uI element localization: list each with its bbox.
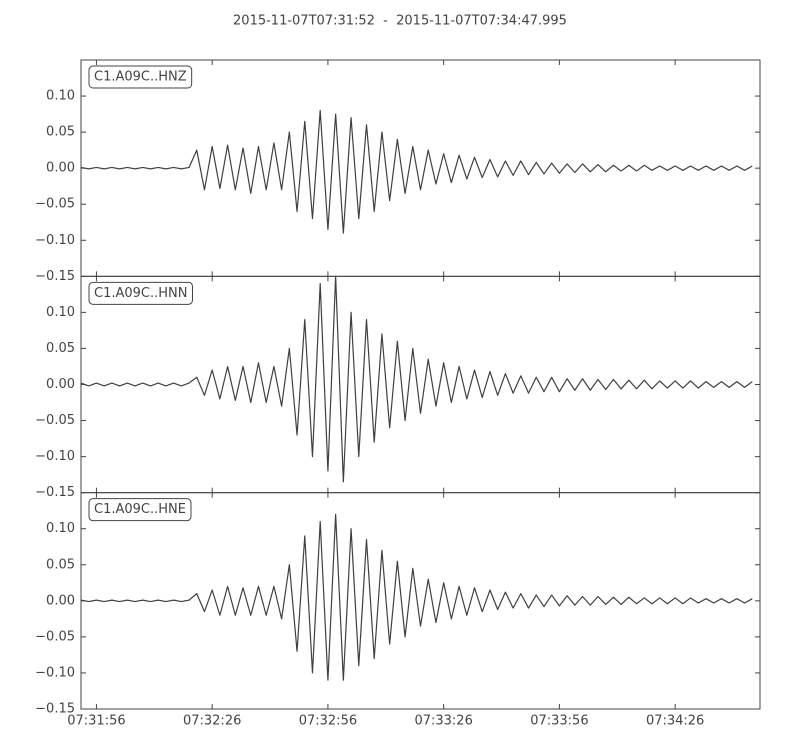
trace-label-box (88, 281, 193, 305)
y-tick-label: 0.00 (46, 377, 75, 392)
y-tick-label: 0.10 (46, 305, 75, 320)
y-tick-label: −0.15 (35, 269, 75, 284)
y-tick-label: −0.05 (35, 413, 75, 428)
y-tick-label: 0.00 (46, 593, 75, 608)
trace-label: C1.A09C..HNZ (94, 70, 187, 85)
waveform (80, 513, 753, 681)
x-tick-label: 07:32:56 (299, 714, 357, 729)
y-tick-label: 0.10 (46, 521, 75, 536)
y-tick-label: −0.15 (35, 702, 75, 717)
y-tick-label: 0.10 (46, 89, 75, 104)
y-tick-label: −0.10 (35, 665, 75, 680)
x-tick-label: 07:31:56 (67, 714, 125, 729)
y-tick-label: −0.05 (35, 629, 75, 644)
y-tick-label: −0.05 (35, 197, 75, 212)
y-tick-label: −0.15 (35, 485, 75, 500)
trace-label: C1.A09C..HNN (94, 286, 187, 301)
y-tick-label: 0.00 (46, 161, 75, 176)
x-tick-label: 07:34:26 (646, 714, 704, 729)
x-tick-label: 07:33:26 (414, 714, 472, 729)
waveform (80, 109, 753, 234)
y-tick-label: 0.05 (46, 341, 75, 356)
y-tick-label: 0.05 (46, 125, 75, 140)
y-tick-label: 0.05 (46, 557, 75, 572)
trace-label-box (88, 65, 193, 89)
waveform (80, 275, 753, 483)
y-tick-label: −0.10 (35, 449, 75, 464)
chart-title: 2015-11-07T07:31:52 - 2015-11-07T07:34:4… (233, 14, 567, 29)
y-tick-label: −0.10 (35, 233, 75, 248)
trace-label: C1.A09C..HNE (94, 502, 186, 517)
trace-label-box (88, 498, 192, 522)
x-tick-label: 07:33:56 (530, 714, 588, 729)
x-tick-label: 07:32:26 (183, 714, 241, 729)
